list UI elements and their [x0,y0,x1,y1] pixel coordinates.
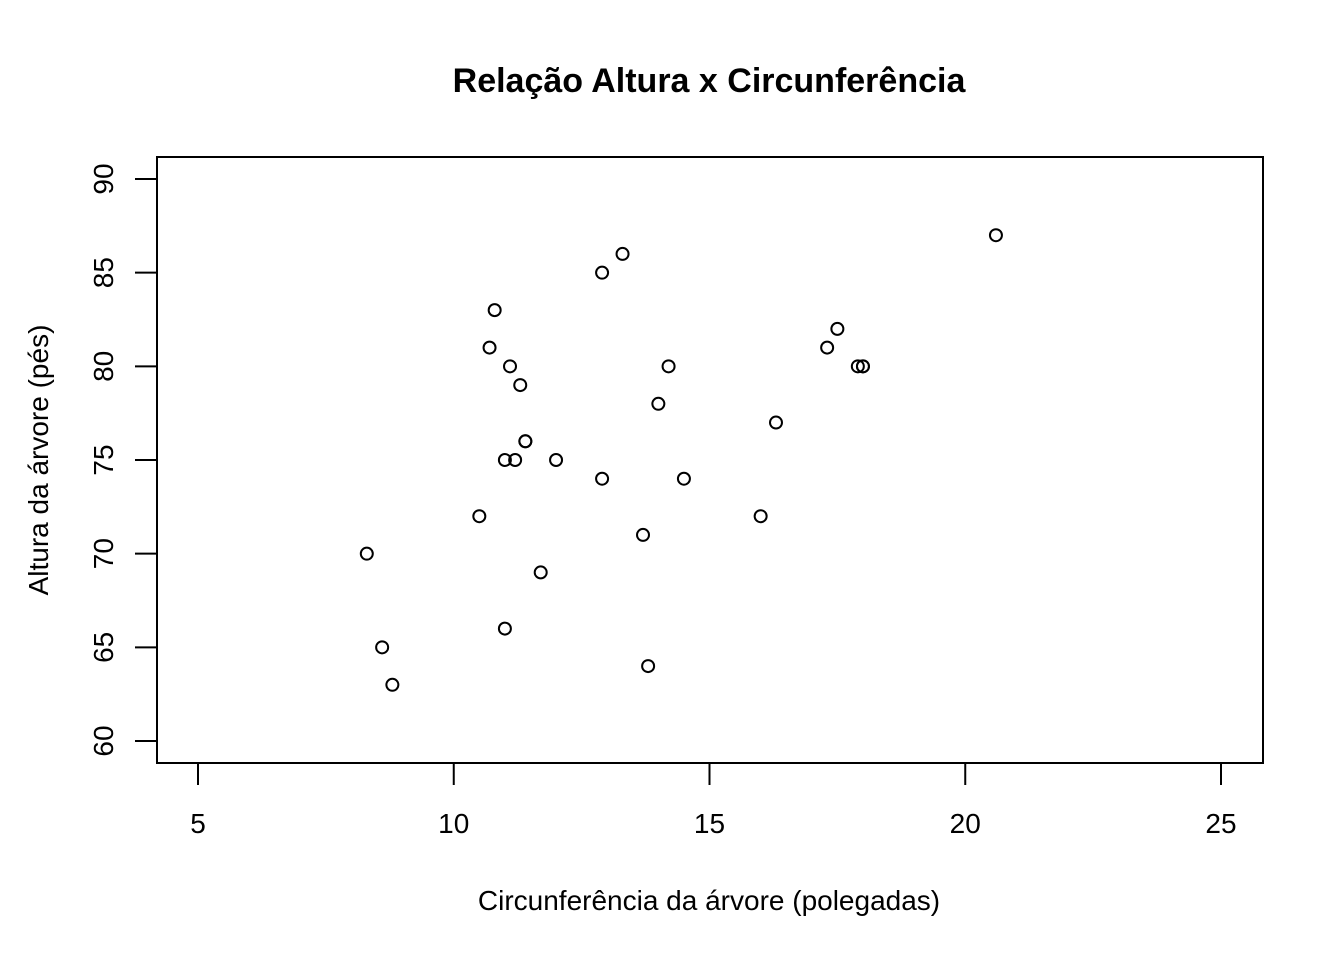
y-tick-label: 90 [88,163,119,194]
data-point [676,471,691,486]
data-point [988,228,1003,243]
y-tick-label: 75 [88,444,119,475]
data-point [497,453,512,467]
data-point [615,246,630,261]
x-tick-label: 15 [694,808,725,839]
data-point [487,303,502,318]
data-point [472,509,487,524]
x-tick-label: 5 [190,808,206,839]
x-tick-label: 20 [950,808,981,839]
data-point [636,527,651,542]
data-point [518,434,533,449]
y-tick-label: 65 [88,632,119,663]
data-point [533,565,548,580]
data-point [508,453,523,467]
y-axis: 60 65 70 75 80 85 90 [88,163,158,757]
x-tick-label: 25 [1205,808,1236,839]
y-tick-label: 60 [88,725,119,756]
data-point [375,640,390,655]
data-point [385,677,400,692]
data-points [359,228,1003,692]
data-point [820,340,835,355]
data-point [855,359,870,374]
data-point [503,359,518,374]
x-axis: 5 10 15 20 25 [190,762,1237,839]
data-point [850,359,865,374]
data-point [595,471,610,486]
y-axis-label: Altura da árvore (pés) [23,325,54,596]
chart-title: Relação Altura x Circunferência [453,62,967,100]
y-tick-label: 80 [88,351,119,382]
data-point [513,378,528,393]
x-tick-label: 10 [438,808,469,839]
data-point [641,659,656,674]
data-point [549,453,564,467]
data-point [482,340,497,355]
data-point [753,509,768,524]
data-point [497,621,512,636]
data-point [359,546,374,561]
x-axis-label: Circunferência da árvore (polegadas) [478,885,940,916]
plot-frame [156,156,1264,764]
data-point [830,321,845,336]
data-point [661,359,676,374]
data-point [651,396,666,411]
data-point [595,265,610,280]
data-point [768,415,783,430]
y-tick-label: 70 [88,538,119,569]
y-tick-label: 85 [88,257,119,288]
